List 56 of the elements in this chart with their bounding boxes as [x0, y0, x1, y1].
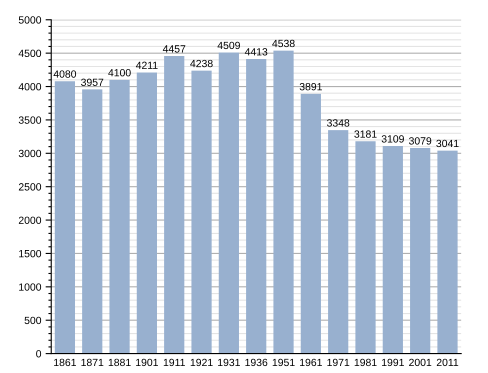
y-tick-label: 1000 — [19, 283, 42, 291]
data-label: 3348 — [326, 119, 350, 127]
data-label: 4100 — [108, 69, 131, 76]
bar — [218, 52, 239, 354]
y-tick-label: 0 — [36, 350, 42, 358]
data-label: 3041 — [436, 140, 459, 148]
bar — [300, 94, 321, 354]
data-label: 3079 — [408, 137, 432, 145]
x-tick-label: 1981 — [354, 358, 377, 366]
x-tick-label: 1861 — [54, 358, 76, 366]
bar — [382, 146, 403, 354]
x-tick-label: 2001 — [409, 358, 432, 366]
data-label: 3891 — [300, 82, 322, 90]
x-tick-label: 1911 — [164, 358, 185, 366]
bar — [273, 50, 294, 354]
data-label: 4509 — [218, 42, 240, 50]
x-tick-label: 1961 — [300, 358, 322, 366]
bar — [191, 70, 212, 354]
bar — [54, 81, 76, 354]
y-tick-label: 3500 — [18, 116, 42, 124]
y-tick-label: 4000 — [18, 83, 42, 90]
bar — [136, 72, 157, 354]
x-tick-label: 1901 — [136, 358, 158, 366]
data-label: 4457 — [162, 45, 186, 53]
bar — [246, 58, 266, 354]
x-tick-label: 1931 — [218, 358, 240, 366]
x-tick-label: 1921 — [190, 358, 213, 366]
bar — [355, 141, 376, 354]
bar — [328, 130, 348, 354]
y-tick-label: 2500 — [18, 183, 42, 191]
y-tick-label: 4500 — [18, 50, 42, 58]
bar — [109, 80, 130, 354]
bar — [410, 148, 430, 354]
data-label: 3109 — [382, 135, 404, 143]
y-tick-label: 1500 — [19, 250, 42, 258]
y-tick-label: 2000 — [18, 216, 42, 224]
y-tick-label: 500 — [24, 316, 42, 324]
x-tick-label: 1881 — [108, 358, 131, 366]
x-tick-label: 1971 — [327, 358, 350, 366]
bar — [164, 56, 184, 354]
y-tick-label: 3000 — [18, 150, 42, 158]
x-tick-label: 2011 — [436, 358, 458, 366]
data-label: 4413 — [244, 48, 268, 56]
x-tick-label: 1936 — [245, 358, 268, 366]
bar — [437, 150, 458, 354]
y-tick-label: 5000 — [18, 16, 42, 24]
data-label: 4211 — [136, 62, 158, 69]
data-label: 3181 — [354, 130, 377, 138]
x-tick-label: 1871 — [81, 358, 104, 366]
x-tick-label: 1991 — [382, 358, 404, 366]
data-label: 3957 — [81, 78, 104, 86]
x-tick-label: 1951 — [272, 358, 295, 366]
data-label: 4538 — [272, 40, 295, 48]
bar — [82, 89, 102, 354]
data-label: 4080 — [54, 70, 76, 78]
data-label: 4238 — [190, 60, 213, 68]
